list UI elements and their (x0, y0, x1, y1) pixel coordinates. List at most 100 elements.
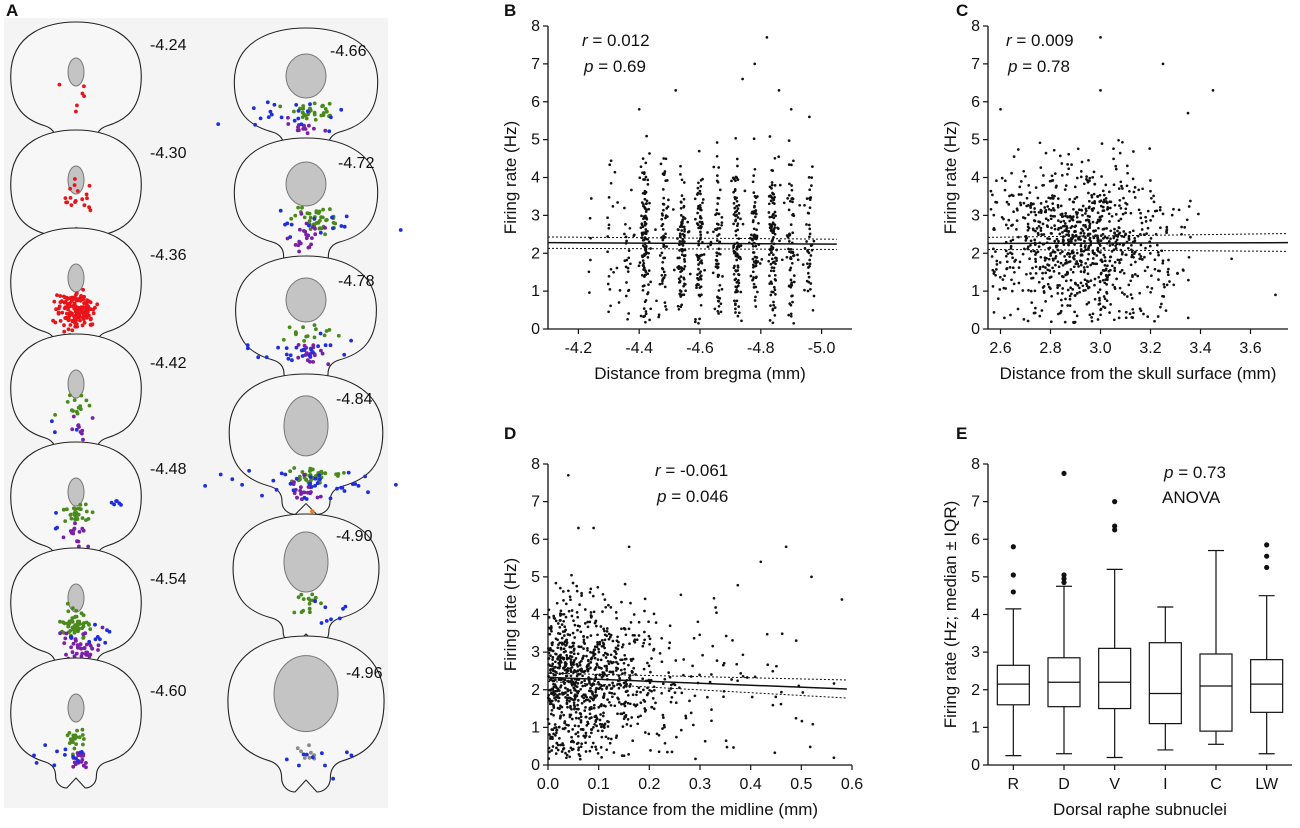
data-point (647, 251, 650, 255)
data-point (1103, 297, 1107, 301)
data-point (649, 280, 652, 284)
data-point (1065, 272, 1069, 276)
recording-site-dot (87, 639, 92, 644)
data-point (717, 289, 721, 292)
data-point (771, 169, 775, 172)
data-point (1085, 279, 1089, 283)
data-point (649, 670, 652, 674)
data-point (1068, 255, 1071, 258)
data-point (628, 642, 631, 646)
data-point (1076, 211, 1079, 215)
recording-site-dot (323, 232, 327, 237)
recording-site-dot (315, 495, 320, 500)
recording-site-dot (256, 355, 261, 360)
data-point (737, 281, 741, 285)
data-point (557, 661, 560, 665)
data-point (1065, 270, 1069, 274)
data-point (1093, 200, 1096, 203)
data-point (1041, 265, 1045, 268)
data-point (1031, 266, 1034, 270)
recording-site-dot (308, 610, 312, 615)
data-point (627, 256, 631, 260)
data-point (615, 647, 618, 650)
data-point (662, 716, 665, 719)
data-point (680, 691, 684, 695)
data-point (1049, 214, 1053, 218)
data-point (771, 321, 775, 325)
recording-site-dot (309, 242, 313, 247)
data-point (673, 691, 677, 694)
data-point (1099, 308, 1102, 312)
data-point (609, 653, 613, 657)
data-point (733, 250, 737, 254)
recording-site-dot (302, 343, 307, 348)
recording-site-dot (84, 509, 89, 514)
data-point (714, 606, 717, 609)
data-point (1080, 160, 1084, 164)
data-point (1078, 259, 1082, 263)
data-point (572, 670, 576, 674)
data-point (1091, 257, 1095, 260)
data-point (564, 674, 568, 678)
data-point (1017, 281, 1021, 285)
recording-site-dot (88, 652, 93, 657)
recording-site-dot (334, 472, 338, 477)
data-point (1162, 283, 1166, 286)
data-point (1067, 167, 1071, 171)
data-point (1035, 227, 1039, 230)
data-point (1115, 277, 1118, 281)
recording-site-dot (274, 487, 279, 492)
data-point (1128, 312, 1132, 316)
data-point (683, 265, 687, 268)
data-point (641, 171, 644, 175)
data-point (602, 627, 606, 631)
data-point (607, 226, 611, 230)
data-point (616, 201, 619, 204)
data-point (1100, 214, 1104, 218)
x-tick-label: 2.8 (1039, 340, 1061, 357)
recording-site-dot (61, 620, 65, 625)
data-point (1011, 256, 1014, 260)
data-point (772, 260, 776, 264)
recording-site-dot (324, 218, 328, 223)
data-point (1009, 244, 1013, 248)
recording-site-dot (305, 334, 310, 338)
data-point (680, 178, 684, 182)
data-point (569, 674, 573, 678)
data-point (1160, 302, 1163, 306)
data-point (716, 234, 719, 238)
data-point (648, 201, 651, 205)
recording-site-dot (68, 186, 72, 191)
data-point (1064, 214, 1067, 218)
data-point (568, 713, 572, 717)
data-point (808, 227, 812, 231)
data-point (1112, 147, 1115, 151)
data-point (640, 273, 644, 277)
data-point (650, 705, 653, 709)
outlier-point (1061, 572, 1067, 578)
data-point (1159, 305, 1162, 309)
data-point (790, 184, 793, 187)
y-tick-label: 5 (971, 569, 980, 586)
data-point (1139, 243, 1143, 247)
x-tick-label: -4.8 (747, 340, 775, 357)
data-point (1133, 196, 1137, 199)
recording-site-dot (313, 595, 318, 600)
data-point (660, 267, 664, 270)
data-point (596, 585, 600, 589)
data-point (1149, 252, 1152, 255)
panel-letter: B (504, 1, 516, 20)
data-point (1177, 208, 1181, 212)
data-point (1113, 203, 1117, 207)
data-point (606, 725, 610, 728)
recording-site-dot (78, 298, 83, 303)
recording-site-dot (343, 604, 348, 609)
data-point (717, 196, 721, 200)
recording-site-dot (61, 507, 66, 512)
recording-site-dot (73, 309, 78, 314)
recording-site-dot (62, 323, 66, 328)
data-point (1101, 269, 1105, 272)
data-point (789, 278, 793, 282)
recording-site-dot (299, 348, 304, 353)
data-point (995, 263, 999, 266)
